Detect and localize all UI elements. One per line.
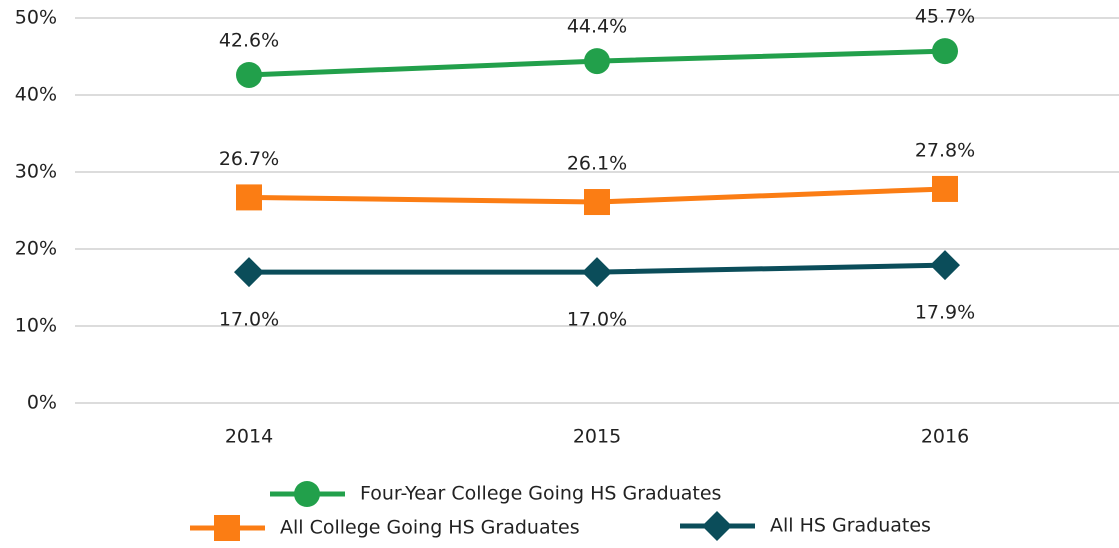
data-point bbox=[584, 189, 610, 216]
x-tick-label: 2015 bbox=[573, 426, 621, 448]
x-tick-label: 2014 bbox=[225, 426, 273, 448]
data-point bbox=[582, 257, 612, 288]
data-point bbox=[932, 38, 958, 65]
data-point bbox=[236, 61, 262, 88]
data-label: 44.4% bbox=[567, 16, 627, 38]
legend-marker bbox=[702, 511, 732, 541]
y-tick-label: 10% bbox=[15, 315, 57, 337]
y-tick-label: 20% bbox=[15, 238, 57, 260]
data-label: 45.7% bbox=[915, 6, 975, 28]
y-tick-label: 0% bbox=[27, 392, 57, 414]
data-label: 17.9% bbox=[915, 302, 975, 324]
data-label: 17.0% bbox=[567, 309, 627, 331]
legend-label: All College Going HS Graduates bbox=[280, 517, 580, 539]
y-tick-label: 40% bbox=[15, 84, 57, 106]
legend-marker bbox=[294, 481, 320, 507]
y-tick-label: 30% bbox=[15, 161, 57, 183]
data-point bbox=[234, 257, 264, 288]
data-point bbox=[930, 250, 960, 281]
data-label: 27.8% bbox=[915, 139, 975, 161]
data-point bbox=[236, 184, 262, 211]
data-label: 17.0% bbox=[219, 309, 279, 331]
data-point bbox=[932, 175, 958, 202]
legend-label: All HS Graduates bbox=[770, 515, 931, 537]
data-point bbox=[584, 48, 610, 75]
data-label: 26.7% bbox=[219, 148, 279, 170]
data-label: 26.1% bbox=[567, 153, 627, 175]
y-tick-label: 50% bbox=[15, 7, 57, 29]
legend-label: Four-Year College Going HS Graduates bbox=[360, 483, 721, 505]
data-label: 42.6% bbox=[219, 29, 279, 51]
legend-marker bbox=[214, 515, 240, 541]
x-tick-label: 2016 bbox=[921, 426, 969, 448]
